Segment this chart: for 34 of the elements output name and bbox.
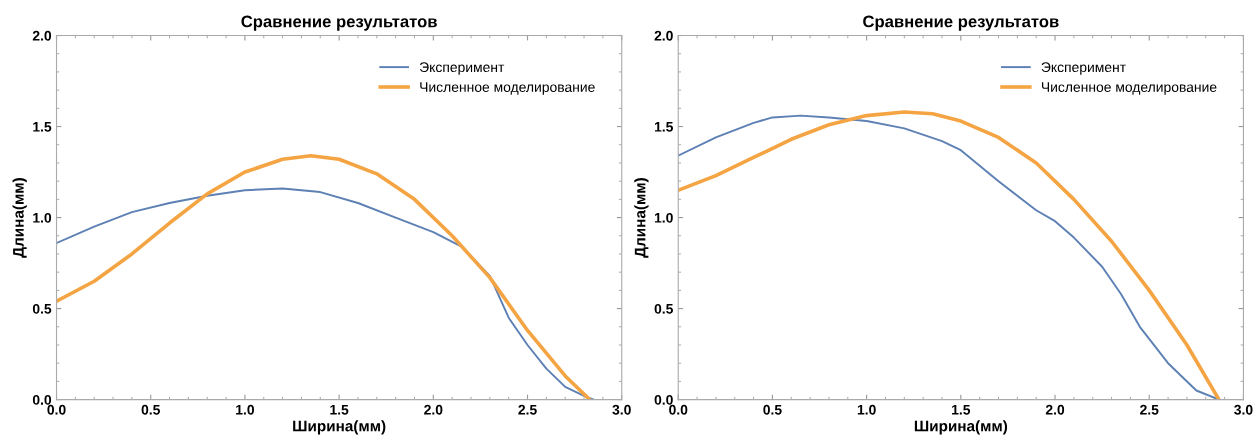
x-tick-label: 0.0	[47, 404, 66, 415]
y-tick-label: 0.5	[654, 303, 673, 314]
x-tick-label: 2.0	[424, 404, 443, 415]
x-tick-label: 2.5	[518, 404, 537, 415]
y-tick-label: 2.0	[654, 30, 673, 41]
x-tick-label: 3.0	[1234, 404, 1253, 415]
x-tick-label: 1.5	[952, 404, 971, 415]
legend-label: Численное моделирование	[420, 82, 595, 95]
x-axis-title: Ширина(мм)	[293, 420, 386, 435]
y-tick-label: 1.5	[33, 122, 52, 132]
legend-label: Эксперимент	[419, 62, 505, 75]
x-tick-label: 1.0	[236, 404, 255, 415]
x-tick-label: 1.0	[857, 404, 876, 415]
x-tick-label: 0.5	[763, 404, 782, 415]
x-tick-label: 0.0	[669, 404, 688, 415]
legend-label: Эксперимент	[1041, 62, 1126, 75]
y-axis-title: Длина(мм)	[12, 178, 27, 258]
x-tick-label: 3.0	[612, 404, 631, 415]
x-tick-label: 0.5	[141, 404, 160, 415]
legend-label: Численное моделирование	[1041, 82, 1217, 95]
x-tick-label: 2.0	[1045, 404, 1065, 415]
y-tick-label: 0.0	[654, 394, 673, 405]
y-tick-label: 2.0	[32, 30, 52, 41]
y-axis-title: Длина(мм)	[634, 178, 649, 258]
y-tick-label: 0.0	[32, 394, 52, 405]
y-tick-label: 1.0	[654, 212, 673, 223]
chart-title: Сравнение результатов	[863, 15, 1059, 31]
y-tick-label: 1.5	[654, 122, 673, 132]
x-axis-title: Ширина(мм)	[914, 420, 1008, 435]
y-tick-label: 1.0	[33, 212, 52, 223]
y-tick-label: 0.5	[32, 303, 52, 314]
x-tick-label: 2.5	[1140, 404, 1159, 415]
x-tick-label: 1.5	[330, 404, 349, 415]
chart-title: Сравнение результатов	[241, 15, 437, 31]
